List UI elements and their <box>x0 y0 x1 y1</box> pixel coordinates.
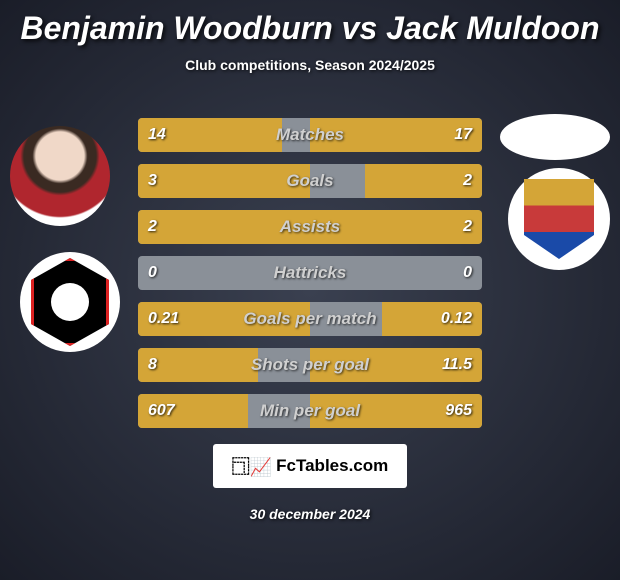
stat-label: Goals per match <box>138 302 482 336</box>
stats-area: 1417Matches 32Goals 22Assists 00Hattricks 0.… <box>138 118 482 440</box>
club-right-badge-crest <box>524 179 594 259</box>
site-logo-text: FcTables.com <box>276 456 388 476</box>
stat-row: 32Goals <box>138 164 482 198</box>
page-subtitle: Club competitions, Season 2024/2025 <box>0 57 620 73</box>
stat-row: 607965Min per goal <box>138 394 482 428</box>
club-left-badge <box>20 252 120 352</box>
stat-label: Min per goal <box>138 394 482 428</box>
stat-row: 811.5Shots per goal <box>138 348 482 382</box>
site-logo: ⿹📈 FcTables.com <box>213 444 407 488</box>
stat-label: Hattricks <box>138 256 482 290</box>
stat-label: Assists <box>138 210 482 244</box>
stat-label: Goals <box>138 164 482 198</box>
player-right-avatar <box>500 114 610 160</box>
player-left-avatar <box>10 126 110 226</box>
club-left-badge-inner <box>51 283 89 321</box>
club-right-badge <box>508 168 610 270</box>
stat-row: 00Hattricks <box>138 256 482 290</box>
page-title: Benjamin Woodburn vs Jack Muldoon <box>0 0 620 47</box>
stat-label: Shots per goal <box>138 348 482 382</box>
stat-label: Matches <box>138 118 482 152</box>
stat-row: 22Assists <box>138 210 482 244</box>
footer-date: 30 december 2024 <box>0 506 620 522</box>
stat-row: 0.210.12Goals per match <box>138 302 482 336</box>
stat-row: 1417Matches <box>138 118 482 152</box>
chart-icon: ⿹📈 <box>232 453 272 479</box>
